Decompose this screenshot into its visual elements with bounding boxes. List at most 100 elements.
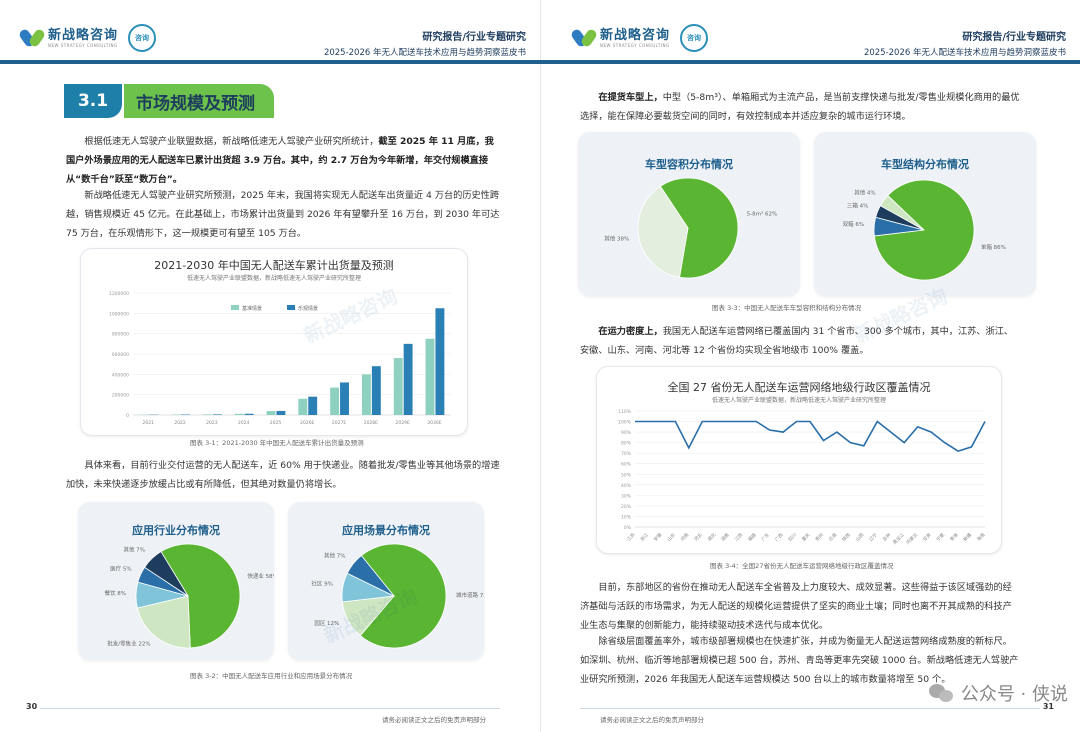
x-tick-label: 广东 bbox=[760, 531, 772, 543]
x-tick-label: 江西 bbox=[733, 531, 745, 543]
x-tick-label: 海南 bbox=[975, 531, 987, 543]
pie-label-1: 园区 12% bbox=[314, 620, 339, 627]
x-tick-label: 重庆 bbox=[800, 531, 812, 543]
x-tick-label: 2027E bbox=[332, 420, 346, 426]
figure-caption-2: 图表 3-2：中国无人配送车应用行业和应用场景分布情况 bbox=[190, 672, 353, 680]
section-title: 市场规模及预测 bbox=[124, 84, 274, 118]
header-title: 研究报告/行业专题研究 2025-2026 年无人配送车技术应用与趋势洞察蓝皮书 bbox=[864, 28, 1066, 58]
figure-caption-3: 图表 3-3：中国无人配送车车型容积和结构分布情况 bbox=[712, 304, 862, 312]
chart-subtitle: 低速无人驾驶产业联盟数据，新战略低速无人驾驶产业研究所整理 bbox=[712, 396, 886, 404]
x-tick-label: 安徽 bbox=[652, 531, 664, 543]
header-divider bbox=[0, 60, 540, 64]
pie-label-2: 社区 9% bbox=[311, 580, 332, 588]
legend-swatch bbox=[287, 305, 295, 310]
x-tick-label: 2028E bbox=[364, 420, 378, 426]
y-tick-label: 1000000 bbox=[109, 311, 129, 317]
bar-2029E-1 bbox=[403, 343, 413, 415]
x-tick-label: 陕西 bbox=[840, 531, 852, 543]
y-tick-label: 100% bbox=[618, 420, 632, 426]
x-tick-label: 2023 bbox=[206, 420, 218, 426]
header-title-line1: 研究报告/行业专题研究 bbox=[962, 32, 1066, 43]
pie-title-scenario: 应用场景分布情况 bbox=[342, 524, 430, 537]
footer-note: 请务必阅读正文之后的免责声明部分 bbox=[600, 716, 704, 724]
y-tick-label: 70% bbox=[621, 451, 632, 457]
brand-logo: 新战略咨询 NEW STRATEGY CONSULTING 咨询 bbox=[17, 24, 157, 52]
bar-2024-1 bbox=[244, 413, 254, 415]
x-tick-label: 2022 bbox=[174, 420, 186, 426]
wechat-icon bbox=[928, 682, 955, 704]
page-footer: 30 请务必阅读正文之后的免责声明部分 bbox=[0, 702, 540, 732]
bar-2026E-0 bbox=[298, 398, 308, 415]
y-tick-label: 90% bbox=[621, 430, 632, 436]
pie-slice-1 bbox=[136, 595, 191, 649]
y-tick-label: 110% bbox=[618, 409, 632, 415]
x-tick-label: 河北 bbox=[692, 531, 704, 543]
header-title: 研究报告/行业专题研究 2025-2026 年无人配送车技术应用与趋势洞察蓝皮书 bbox=[324, 28, 526, 58]
scenario-pie-chart: 城市道路 72% 园区 12% 社区 9% 其他 7% bbox=[311, 543, 484, 649]
x-tick-label: 福建 bbox=[746, 531, 758, 543]
paragraph-bold: 截至 2025 年 11 月底，我国户外场景应用的无人配送车已累计出货超 3.9… bbox=[66, 136, 494, 185]
pie-slice-0 bbox=[359, 543, 447, 649]
x-tick-label: 2029E bbox=[396, 420, 410, 426]
shipment-bar-chart: 2021-2030 年中国无人配送车累计出货量及预测 低速无人驾驶产业联盟数据，… bbox=[109, 258, 451, 426]
footer-divider bbox=[580, 708, 1040, 709]
page-number: 31 bbox=[1042, 702, 1054, 711]
paragraph-city-scale: 除省级层面覆盖率外，城市级部署规模也在快速扩张，并成为衡量无人配送运营网络成熟度… bbox=[580, 636, 1019, 685]
x-tick-label: 江苏 bbox=[625, 531, 637, 543]
header-divider bbox=[540, 60, 1080, 64]
bar-2025-1 bbox=[276, 410, 286, 415]
pie-label-0: 快递业 58% bbox=[247, 572, 274, 580]
x-tick-label: 黑龙江 bbox=[891, 531, 906, 546]
x-tick-label: 山西 bbox=[854, 531, 866, 543]
section-heading: 3.1 市场规模及预测 bbox=[64, 84, 274, 118]
x-tick-label: 广西 bbox=[773, 531, 785, 543]
structure-pie-chart: 单箱 86% 双箱 6% 三箱 4% 其他 4% bbox=[843, 179, 1006, 281]
coverage-line-chart: 全国 27 省份无人配送车运营网络地级行政区覆盖情况 低速无人驾驶产业联盟数据，… bbox=[618, 380, 987, 546]
bar-2023-0 bbox=[202, 414, 212, 415]
header-title-line2: 2025-2026 年无人配送车技术应用与趋势洞察蓝皮书 bbox=[863, 48, 1066, 58]
volume-pie-chart: 5-8m³ 62% 其他 38% bbox=[604, 177, 777, 279]
bar-2030E-0 bbox=[425, 338, 435, 415]
pie-title-structure: 车型结构分布情况 bbox=[881, 158, 969, 171]
pie-slice-0 bbox=[873, 179, 975, 281]
logo-subtext: NEW STRATEGY CONSULTING bbox=[600, 42, 670, 48]
pie-label-1: 其他 38% bbox=[604, 234, 629, 242]
bar-2025-0 bbox=[266, 411, 276, 415]
page-footer: 31 请务必阅读正文之后的免责声明部分 bbox=[540, 702, 1080, 732]
bar-2027E-0 bbox=[330, 387, 340, 415]
pie-slice-1 bbox=[637, 185, 689, 278]
page-header: 新战略咨询 NEW STRATEGY CONSULTING 咨询 研究报告/行业… bbox=[540, 0, 1080, 64]
y-tick-label: 40% bbox=[621, 483, 632, 489]
chart-legend: 基准情景 乐观情景 bbox=[231, 305, 318, 312]
right-page: 新战略咨询 NEW STRATEGY CONSULTING 咨询 研究报告/行业… bbox=[540, 0, 1080, 732]
chart-bars bbox=[139, 308, 445, 415]
pie-title-industry: 应用行业分布情况 bbox=[132, 524, 220, 537]
seal-icon: 咨询 bbox=[128, 24, 157, 52]
shipment-chart-card: 2021-2030 年中国无人配送车累计出货量及预测 低速无人驾驶产业联盟数据，… bbox=[80, 248, 468, 436]
x-tick-label: 四川 bbox=[787, 532, 798, 543]
y-tick-label: 400000 bbox=[112, 372, 129, 378]
header-title-line2: 2025-2026 年无人配送车技术应用与趋势洞察蓝皮书 bbox=[323, 48, 526, 58]
pie-label-3: 其他 4% bbox=[854, 188, 875, 196]
logo-text: 新战略咨询 bbox=[600, 27, 671, 43]
x-tick-label: 吉林 bbox=[881, 531, 893, 543]
logo-subtext: NEW STRATEGY CONSULTING bbox=[48, 42, 118, 48]
bar-2028E-0 bbox=[361, 374, 371, 415]
x-tick-label: 新疆 bbox=[962, 531, 974, 543]
bar-2028E-1 bbox=[371, 366, 381, 415]
bar-2024-0 bbox=[234, 413, 244, 415]
pie-label-1: 双箱 6% bbox=[843, 220, 864, 228]
pie-label-0: 城市道路 72% bbox=[456, 591, 484, 599]
x-tick-label: 2025 bbox=[270, 420, 282, 426]
legend-label: 乐观情景 bbox=[298, 305, 318, 312]
paragraph-forecast: 新战略低速无人驾驶产业研究所预测，2025 年末，我国将实现无人配送车出货量近 … bbox=[66, 190, 500, 239]
pie-label-0: 单箱 86% bbox=[981, 243, 1006, 251]
left-page: 新战略咨询 NEW STRATEGY CONSULTING 咨询 研究报告/行业… bbox=[0, 0, 541, 732]
x-tick-label: 贵州 bbox=[814, 531, 826, 543]
pie-slice-3 bbox=[879, 194, 925, 231]
x-tick-label: 云南 bbox=[827, 531, 839, 543]
pie-label-2: 餐饮 8% bbox=[105, 589, 126, 597]
chart-axes: 0% 10% 20% 30% 40% 50% 60% 70% 80% 90% 100% 110% 江苏浙… bbox=[618, 409, 987, 546]
footer-note: 请务必阅读正文之后的免责声明部分 bbox=[382, 716, 486, 724]
figure-caption-1: 图表 3-1：2021-2030 年中国无人配送车累计出货量及预测 bbox=[190, 439, 364, 447]
